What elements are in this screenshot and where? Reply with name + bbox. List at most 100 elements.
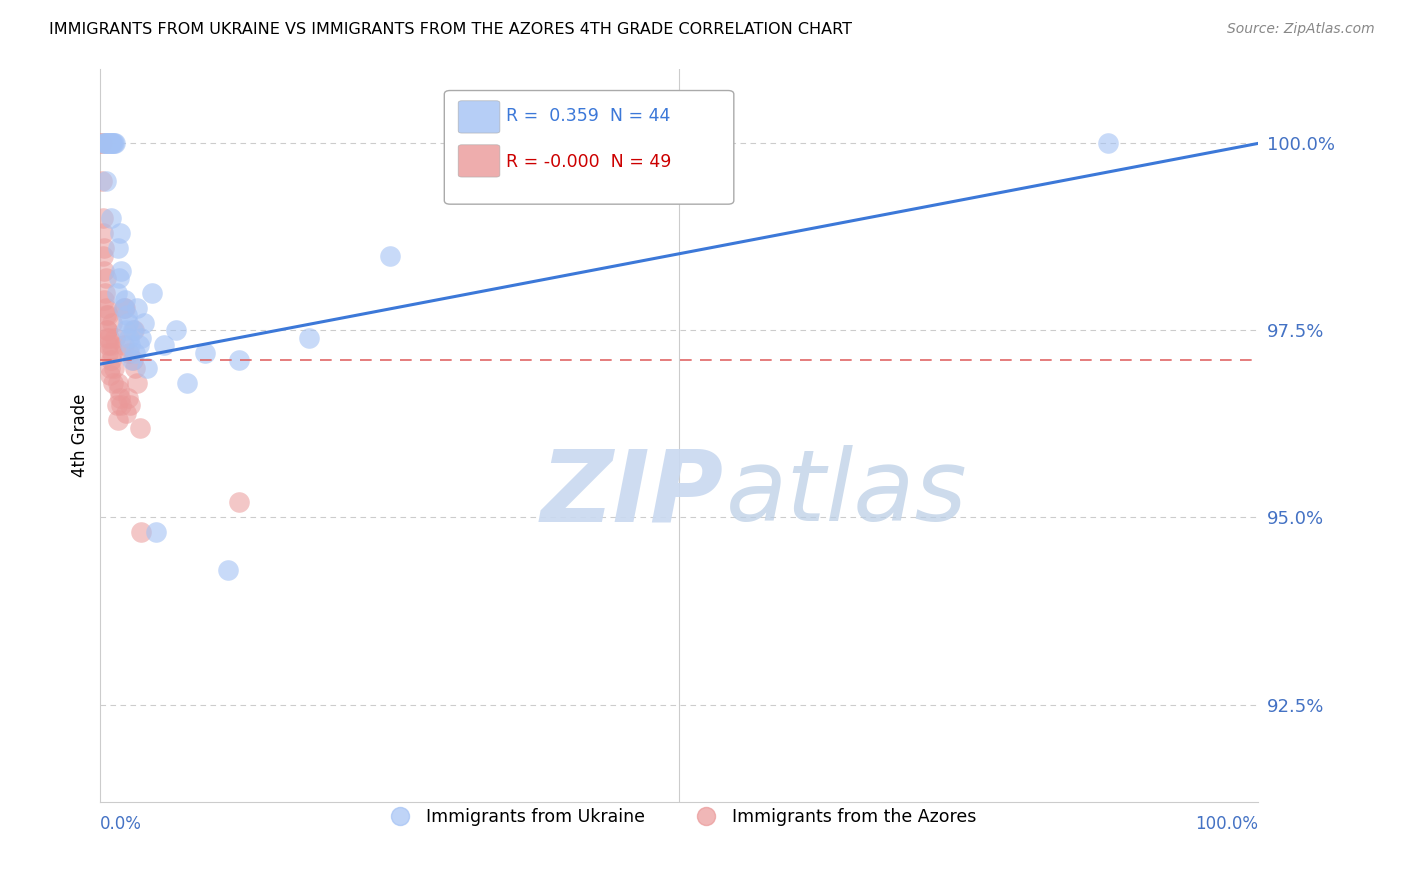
Point bbox=[100, 353, 122, 368]
Text: 0.0%: 0.0% bbox=[100, 815, 142, 833]
Point bbox=[118, 346, 141, 360]
Point bbox=[121, 323, 143, 337]
Point bbox=[114, 301, 136, 315]
Point bbox=[129, 331, 152, 345]
Point bbox=[90, 136, 112, 151]
Point bbox=[108, 384, 131, 398]
Point bbox=[114, 293, 136, 308]
Point bbox=[93, 136, 115, 151]
Point bbox=[101, 316, 124, 330]
Point bbox=[104, 331, 127, 345]
Point bbox=[112, 338, 135, 352]
Point bbox=[117, 391, 139, 405]
Legend: Immigrants from Ukraine, Immigrants from the Azores: Immigrants from Ukraine, Immigrants from… bbox=[375, 802, 983, 833]
Point bbox=[124, 360, 146, 375]
Point bbox=[105, 398, 128, 412]
Y-axis label: 4th Grade: 4th Grade bbox=[72, 393, 89, 477]
Point bbox=[100, 211, 122, 226]
Point bbox=[103, 360, 125, 375]
Point bbox=[128, 338, 150, 352]
Point bbox=[165, 323, 187, 337]
Point bbox=[96, 331, 118, 345]
Point bbox=[118, 331, 141, 345]
Point bbox=[129, 525, 152, 540]
Point bbox=[378, 249, 401, 263]
Point bbox=[128, 420, 150, 434]
Point bbox=[194, 346, 217, 360]
Point bbox=[1097, 136, 1119, 151]
Point bbox=[98, 136, 121, 151]
Point bbox=[101, 136, 124, 151]
FancyBboxPatch shape bbox=[458, 145, 501, 177]
Point bbox=[97, 346, 120, 360]
Point bbox=[127, 376, 149, 390]
Point bbox=[96, 323, 118, 337]
Point bbox=[298, 331, 321, 345]
Point bbox=[94, 136, 117, 151]
Point bbox=[104, 136, 127, 151]
Point bbox=[93, 293, 115, 308]
Point bbox=[153, 338, 176, 352]
Point bbox=[94, 285, 117, 300]
Point bbox=[94, 301, 117, 315]
Point bbox=[96, 136, 118, 151]
Point bbox=[120, 338, 142, 352]
Point bbox=[91, 211, 114, 226]
Point bbox=[110, 398, 132, 412]
Point bbox=[110, 263, 132, 277]
Point bbox=[176, 376, 198, 390]
Point bbox=[94, 174, 117, 188]
Point bbox=[107, 241, 129, 255]
Point bbox=[112, 301, 135, 315]
Text: 100.0%: 100.0% bbox=[1195, 815, 1258, 833]
Text: IMMIGRANTS FROM UKRAINE VS IMMIGRANTS FROM THE AZORES 4TH GRADE CORRELATION CHAR: IMMIGRANTS FROM UKRAINE VS IMMIGRANTS FR… bbox=[49, 22, 852, 37]
Text: R =  0.359  N = 44: R = 0.359 N = 44 bbox=[506, 107, 671, 125]
Point bbox=[101, 376, 124, 390]
Point bbox=[114, 323, 136, 337]
Point bbox=[108, 226, 131, 240]
Point bbox=[91, 174, 114, 188]
Point bbox=[135, 360, 157, 375]
Text: ZIP: ZIP bbox=[540, 445, 724, 542]
Point bbox=[112, 301, 135, 315]
Point bbox=[93, 263, 115, 277]
Point bbox=[107, 376, 129, 390]
Point bbox=[96, 323, 118, 337]
Point bbox=[94, 136, 117, 151]
Point bbox=[114, 406, 136, 420]
Point bbox=[141, 285, 163, 300]
Point bbox=[100, 136, 122, 151]
Point bbox=[103, 136, 125, 151]
Point bbox=[134, 316, 156, 330]
Point bbox=[91, 226, 114, 240]
Point bbox=[93, 241, 115, 255]
Point bbox=[97, 309, 120, 323]
Point bbox=[121, 353, 143, 368]
Point bbox=[100, 338, 122, 352]
Point bbox=[121, 353, 143, 368]
Point bbox=[91, 249, 114, 263]
Point bbox=[108, 391, 131, 405]
FancyBboxPatch shape bbox=[444, 90, 734, 204]
Point bbox=[127, 301, 149, 315]
Point bbox=[124, 346, 146, 360]
Point bbox=[101, 346, 124, 360]
Point bbox=[120, 398, 142, 412]
Point bbox=[98, 331, 121, 345]
Point bbox=[228, 495, 250, 509]
Point bbox=[115, 309, 138, 323]
Text: Source: ZipAtlas.com: Source: ZipAtlas.com bbox=[1227, 22, 1375, 37]
FancyBboxPatch shape bbox=[458, 101, 501, 133]
Point bbox=[105, 285, 128, 300]
Point bbox=[97, 136, 120, 151]
Point bbox=[97, 338, 120, 352]
Text: R = -0.000  N = 49: R = -0.000 N = 49 bbox=[506, 153, 671, 170]
Point bbox=[98, 368, 121, 383]
Point bbox=[145, 525, 167, 540]
Point bbox=[228, 353, 250, 368]
Point bbox=[94, 309, 117, 323]
Point bbox=[107, 413, 129, 427]
Point bbox=[94, 271, 117, 285]
Text: atlas: atlas bbox=[725, 445, 967, 542]
Point bbox=[108, 271, 131, 285]
